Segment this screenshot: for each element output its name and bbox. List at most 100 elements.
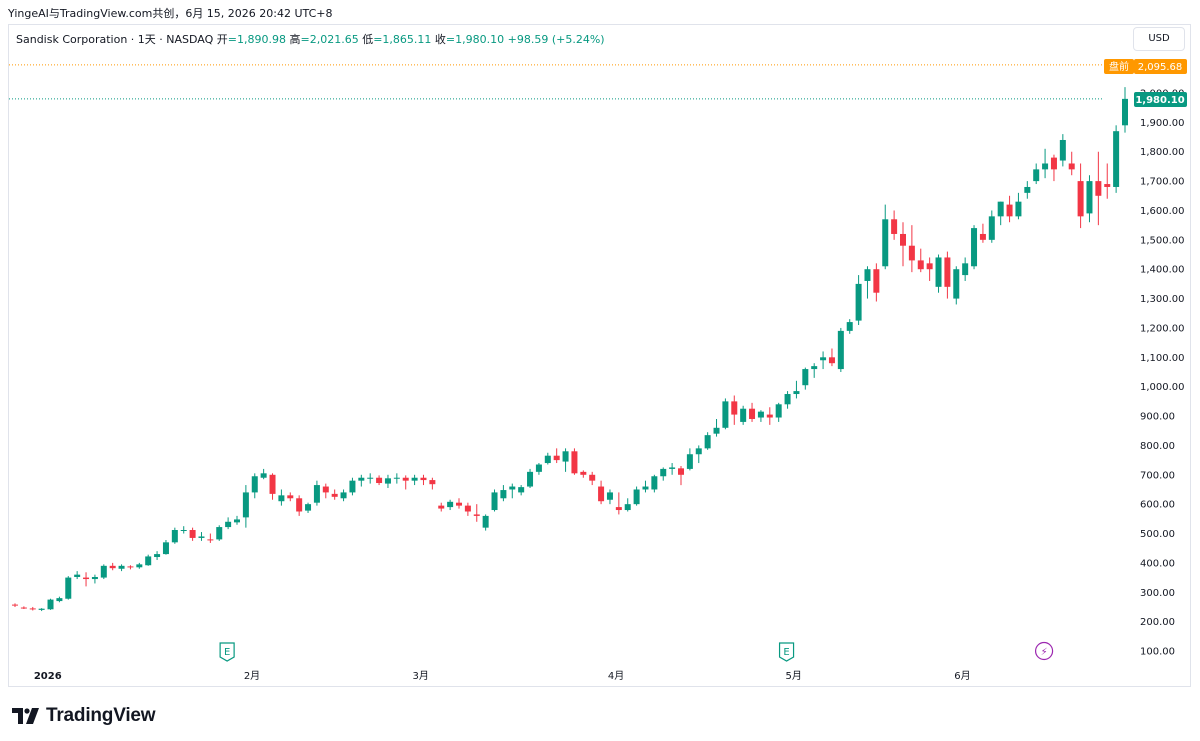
candle[interactable] [269,473,276,500]
candle[interactable] [580,470,587,478]
candle[interactable] [420,474,427,486]
candle[interactable] [402,475,409,490]
candle[interactable] [29,606,36,611]
candle[interactable] [509,483,516,499]
candle[interactable] [1086,175,1093,223]
candle[interactable] [38,608,45,612]
candle[interactable] [322,483,329,499]
candle[interactable] [491,489,498,512]
candle[interactable] [225,517,232,530]
candle[interactable] [162,539,169,555]
candle[interactable] [429,477,436,490]
candle[interactable] [953,266,960,305]
candle[interactable] [74,571,81,580]
candle[interactable] [882,204,889,270]
candle[interactable] [331,489,338,500]
candle[interactable] [500,485,507,502]
candle[interactable] [553,448,560,464]
candle[interactable] [695,445,702,464]
candle[interactable] [358,474,365,487]
candle[interactable] [757,410,764,422]
candle[interactable] [997,201,1004,226]
candle[interactable] [234,515,240,525]
candle[interactable] [20,606,27,610]
candle[interactable] [544,452,551,465]
candle[interactable] [1059,134,1066,167]
candle[interactable] [456,498,462,509]
candle[interactable] [349,477,356,496]
candle[interactable] [171,527,178,544]
candle[interactable] [979,223,986,243]
candle[interactable] [704,432,711,450]
candle[interactable] [109,562,116,571]
candle[interactable] [296,495,303,516]
candle[interactable] [917,248,924,273]
candle[interactable] [411,474,418,486]
candle[interactable] [1050,154,1057,182]
candle[interactable] [47,598,54,610]
candle[interactable] [1068,151,1075,176]
candle[interactable] [91,574,98,584]
earnings-marker-icon[interactable]: E [778,642,795,662]
candle[interactable] [473,504,480,522]
candle[interactable] [260,468,267,480]
candle[interactable] [1024,181,1031,199]
candle[interactable] [971,225,978,270]
candle[interactable] [367,473,374,484]
candle[interactable] [820,351,827,370]
candle[interactable] [846,319,853,334]
currency-button[interactable]: USD [1133,27,1185,51]
candle[interactable] [118,564,125,572]
candle[interactable] [802,367,809,390]
candle[interactable] [642,480,649,493]
candle[interactable] [136,562,143,569]
candle[interactable] [669,463,676,475]
candle[interactable] [784,391,791,409]
candle[interactable] [287,492,294,502]
candle[interactable] [651,474,658,493]
candle[interactable] [384,474,391,489]
candle[interactable] [1113,125,1120,193]
candle[interactable] [633,486,640,506]
candle[interactable] [393,473,400,484]
candle[interactable] [180,526,187,534]
candle[interactable] [438,502,445,512]
candle[interactable] [855,275,862,326]
candle[interactable] [624,498,631,512]
symbol-title[interactable]: Sandisk Corporation · 1天 · NASDAQ [16,33,214,46]
candle[interactable] [660,467,667,481]
candle[interactable] [65,576,72,600]
candle[interactable] [518,485,525,496]
candle[interactable] [562,448,569,472]
candle[interactable] [12,603,18,607]
candle[interactable] [1006,195,1013,223]
candle[interactable] [464,502,471,516]
candle[interactable] [713,418,720,437]
candle[interactable] [988,210,995,243]
candle[interactable] [1095,151,1102,226]
candle[interactable] [340,489,347,502]
candle[interactable] [1015,192,1022,220]
candle[interactable] [1122,87,1128,133]
candle[interactable] [962,257,969,281]
candle[interactable] [908,225,915,273]
candle[interactable] [145,554,152,566]
candle[interactable] [598,480,605,505]
candle[interactable] [376,475,383,486]
candle[interactable] [678,465,684,486]
candle[interactable] [944,251,951,299]
candle[interactable] [1104,163,1111,199]
candle[interactable] [198,532,205,541]
candle[interactable] [207,533,214,543]
candle[interactable] [828,348,835,367]
candle[interactable] [313,480,320,506]
candle[interactable] [766,407,773,425]
candle[interactable] [447,499,454,511]
candle[interactable] [740,405,747,425]
candle[interactable] [731,395,738,425]
candle[interactable] [606,489,613,505]
candle[interactable] [278,489,285,506]
candle[interactable] [1042,148,1049,179]
candle[interactable] [749,402,756,422]
